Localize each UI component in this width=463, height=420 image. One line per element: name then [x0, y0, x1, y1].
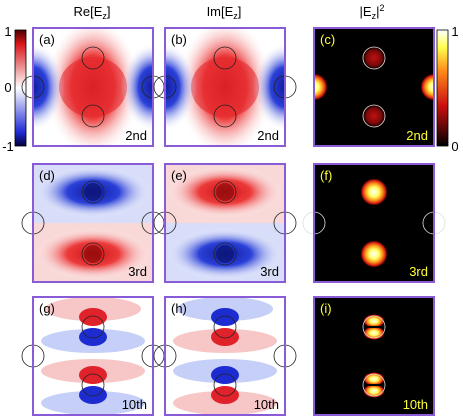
panel-c: (c) 2nd	[313, 27, 435, 147]
panel-a: (a) 2nd	[21, 27, 165, 147]
panel-i: (i) 10th	[313, 296, 435, 416]
order-label-i: 10th	[403, 397, 428, 412]
panel-h: (h) 10th	[153, 296, 297, 416]
panel-f: (f) 3rd	[302, 163, 446, 283]
panel-label-c: (c)	[320, 32, 335, 47]
order-label-a: 2nd	[125, 128, 147, 143]
panel-label-b: (b)	[171, 32, 187, 47]
field-colorbar: 1 0 -1	[2, 24, 27, 154]
panel-e: (e) 3rd	[153, 163, 297, 283]
order-label-e: 3rd	[260, 264, 279, 279]
panel-g: (g) 10th	[21, 296, 165, 416]
order-label-f: 3rd	[409, 264, 428, 279]
column-title-re: Re[Ez]	[73, 4, 110, 21]
order-label-b: 2nd	[257, 128, 279, 143]
column-title-abs: |Ez|2	[360, 3, 385, 21]
intensity-colorbar-min: 0	[451, 139, 458, 154]
order-label-h: 10th	[254, 397, 279, 412]
panel-label-a: (a)	[39, 32, 55, 47]
field-colorbar-min: -1	[2, 139, 14, 154]
panel-label-f: (f)	[320, 168, 332, 183]
field-colorbar-mid: 0	[4, 80, 11, 95]
panel-label-h: (h)	[171, 301, 187, 316]
intensity-colorbar-max: 1	[451, 24, 458, 39]
panel-b: (b) 2nd	[153, 27, 297, 147]
order-label-d: 3rd	[128, 264, 147, 279]
panel-d: (d) 3rd	[21, 163, 165, 283]
panel-label-i: (i)	[320, 301, 332, 316]
field-colorbar-max: 1	[4, 24, 11, 39]
panel-label-e: (e)	[171, 168, 187, 183]
order-label-g: 10th	[122, 397, 147, 412]
intensity-colorbar: 1 0	[436, 24, 459, 154]
panel-label-g: (g)	[39, 301, 55, 316]
panel-label-d: (d)	[39, 168, 55, 183]
order-label-c: 2nd	[406, 128, 428, 143]
column-title-im: Im[Ez]	[207, 4, 242, 21]
